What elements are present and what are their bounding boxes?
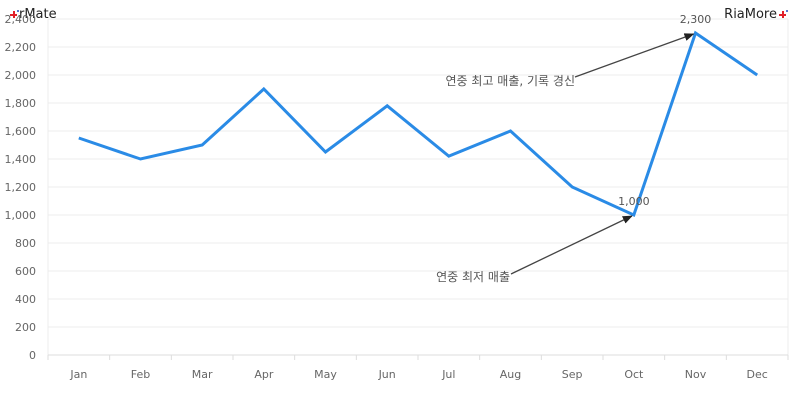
- x-tick-label: Dec: [747, 368, 768, 381]
- data-value-label: 2,300: [680, 13, 712, 26]
- x-tick-label: Apr: [254, 368, 274, 381]
- x-tick-label: Oct: [624, 368, 644, 381]
- y-tick-label: 400: [15, 293, 36, 306]
- y-tick-label: 600: [15, 265, 36, 278]
- brand-right-label: RiaMore: [724, 7, 777, 22]
- series-layer: [78, 30, 759, 218]
- y-tick-label: 1,600: [5, 125, 37, 138]
- y-tick-label: 2,000: [5, 69, 37, 82]
- series-line: [78, 30, 759, 218]
- y-tick-label: 2,400: [5, 13, 37, 26]
- y-tick-label: 1,800: [5, 97, 37, 110]
- x-tick-label: Jun: [378, 368, 396, 381]
- brand-logo-right: RiaMore: [724, 7, 788, 22]
- x-tick-label: Mar: [192, 368, 213, 381]
- annotation-label: 연중 최고 매출, 기록 경신: [446, 74, 575, 88]
- x-tick-label: Nov: [685, 368, 707, 381]
- brand-cross-icon: [778, 10, 788, 19]
- grid-lines: [47, 18, 789, 356]
- x-tick-label: May: [314, 368, 337, 381]
- y-tick-label: 2,200: [5, 41, 37, 54]
- brand-cross-icon: [9, 10, 19, 19]
- y-tick-label: 1,200: [5, 181, 37, 194]
- annotation-label: 연중 최저 매출: [436, 270, 510, 284]
- x-tick-label: Sep: [562, 368, 583, 381]
- brand-logo-left: rMate: [9, 7, 57, 22]
- annotation-arrow: [510, 215, 633, 275]
- data-value-label: 1,000: [618, 195, 650, 208]
- y-tick-label: 0: [29, 349, 36, 362]
- axes: 0 200 400 600 800 1,000 1,200 1,400 1,600 1,800 2,…: [5, 13, 789, 381]
- x-tick-label: Aug: [500, 368, 521, 381]
- y-tick-label: 1,000: [5, 209, 37, 222]
- y-tick-label: 1,400: [5, 153, 37, 166]
- x-tick-label: Feb: [131, 368, 150, 381]
- y-tick-label: 800: [15, 237, 36, 250]
- brand-left-label: rMate: [19, 7, 57, 22]
- annotation-arrow: [574, 33, 695, 78]
- y-tick-label: 200: [15, 321, 36, 334]
- annotations: 연중 최고 매출, 기록 경신 2,300 연중 최저 매출 1,000: [436, 13, 711, 284]
- x-tick-label: Jul: [441, 368, 455, 381]
- x-tick-label: Jan: [69, 368, 87, 381]
